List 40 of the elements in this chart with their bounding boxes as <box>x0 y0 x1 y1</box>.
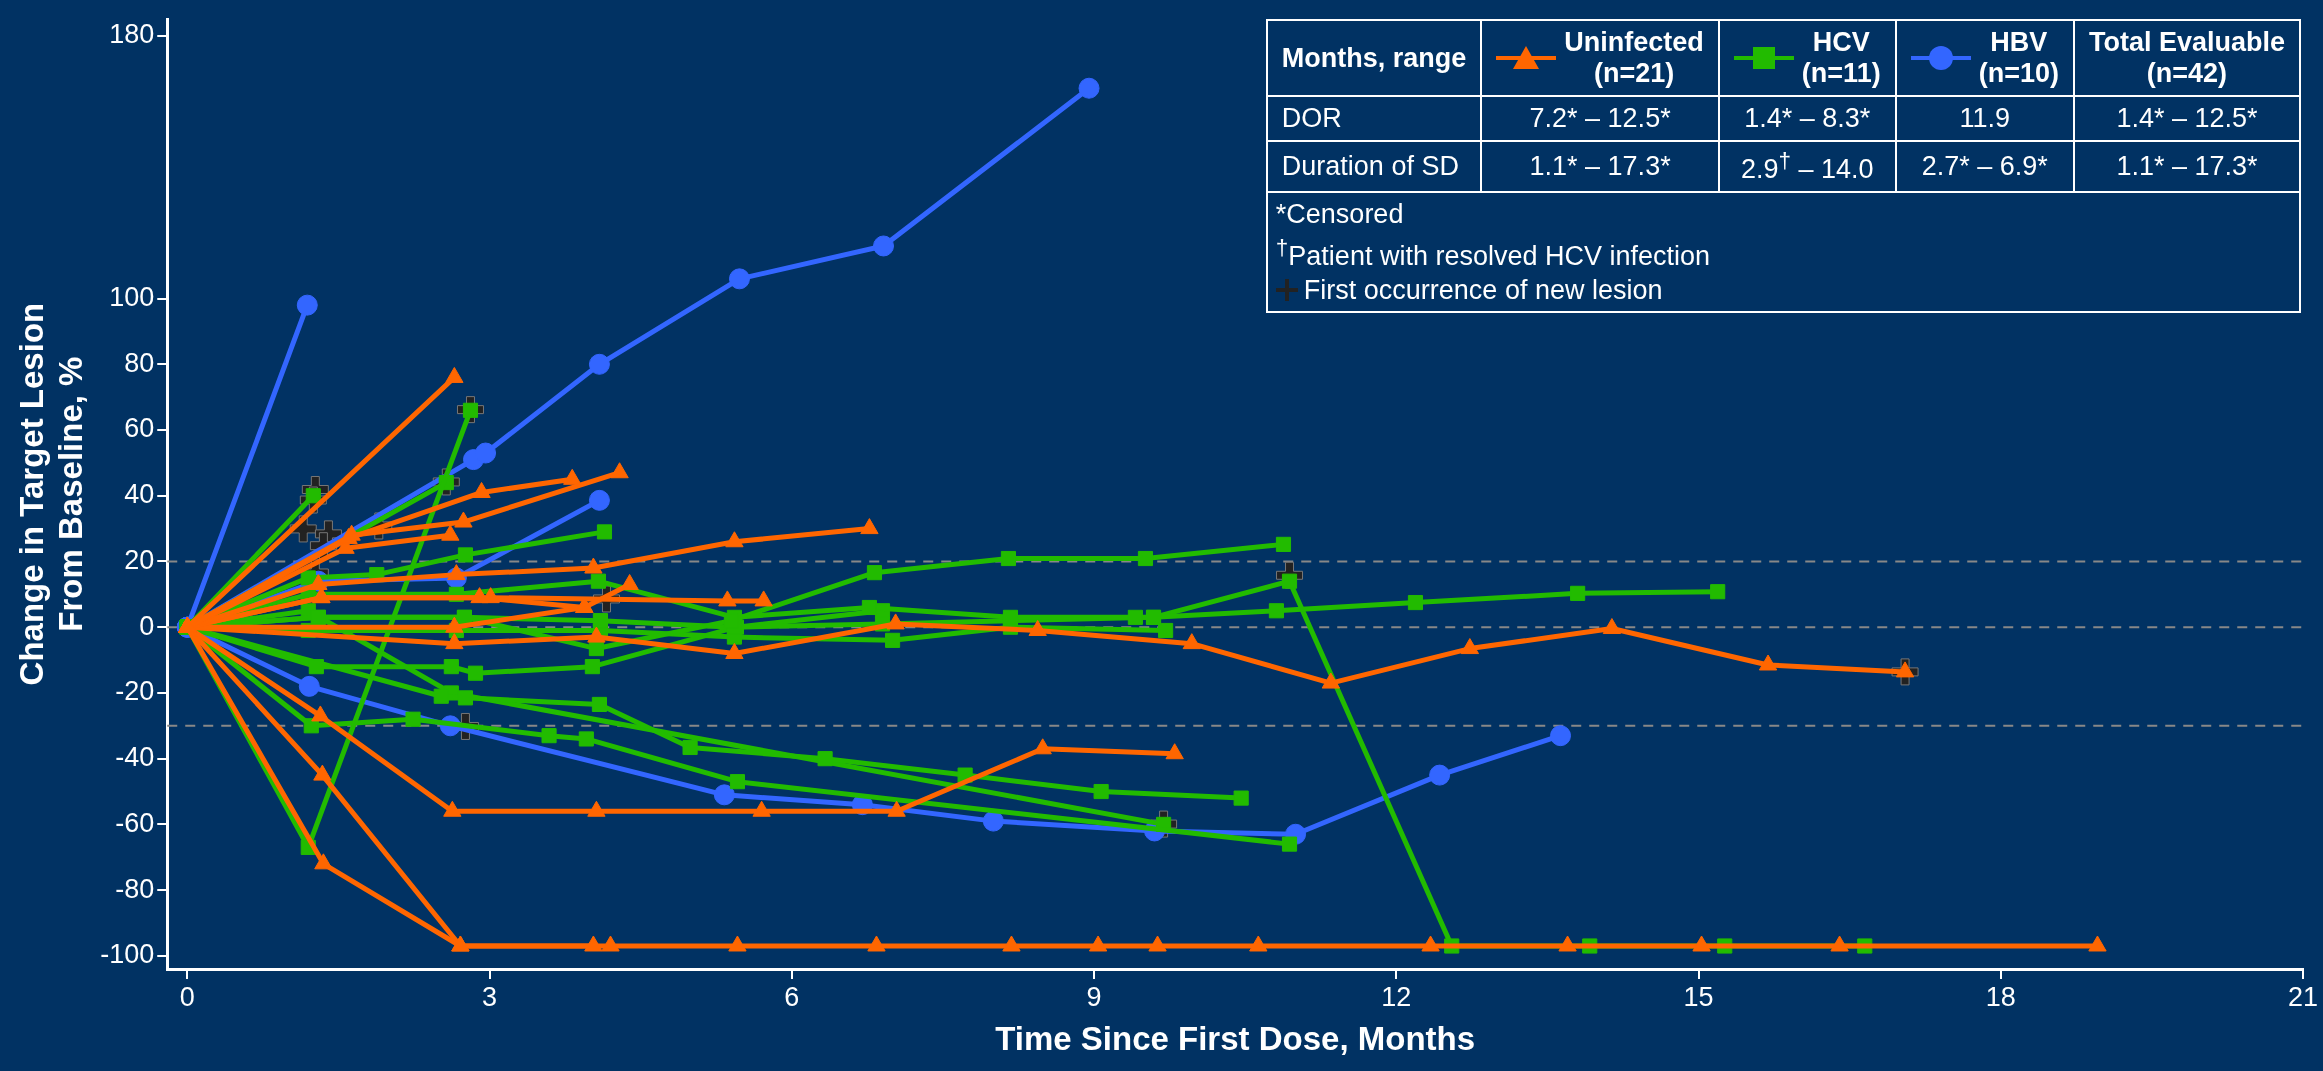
x-tick-label: 0 <box>179 981 195 1012</box>
y-tick-label: -80 <box>115 873 155 904</box>
legend-label: HBV (n=10) <box>1978 27 2059 90</box>
y-tick-label: -20 <box>115 676 155 707</box>
y-tick-label: -40 <box>115 742 155 773</box>
annotation: Total Evaluable (n=42) <box>2073 20 2300 97</box>
y-tick-label: 20 <box>124 544 155 575</box>
annotation: 11.9 <box>1895 96 2074 142</box>
x-tick-label: 9 <box>1086 981 1102 1012</box>
y-tick-label: 180 <box>109 19 155 50</box>
legend-label: HCV (n=11) <box>1801 27 1881 90</box>
annotation: Duration of SD <box>1266 141 1482 193</box>
legend-label: First occurrence of new lesion <box>1303 274 1663 308</box>
annotation: $^{†}$Patient with resolved HCV infection <box>1275 234 1712 274</box>
x-tick-label: 3 <box>482 981 498 1012</box>
annotation: 1.4* – 8.3* <box>1718 96 1896 142</box>
annotation: *Censored <box>1275 198 1405 232</box>
y-tick-label: 40 <box>124 479 155 510</box>
y-tick-label: 100 <box>109 282 155 313</box>
annotation: Months, range <box>1266 20 1482 97</box>
x-axis-title: Time Since First Dose, Months <box>995 1020 1476 1058</box>
x-tick-label: 6 <box>784 981 800 1012</box>
annotation: DOR <box>1266 96 1482 142</box>
y-tick-label: 60 <box>124 413 155 444</box>
y-tick-label: -100 <box>100 939 155 970</box>
y-axis-title: Change in Target Lesion From Baseline, % <box>12 302 90 686</box>
x-tick-label: 18 <box>1985 981 2016 1012</box>
x-tick-label: 15 <box>1683 981 1714 1012</box>
legend-label: Uninfected (n=21) <box>1564 27 1704 90</box>
annotation: 2.7* – 6.9* <box>1895 141 2074 193</box>
y-tick-label: -60 <box>115 807 155 838</box>
annotation: 1.1* – 17.3* <box>2073 141 2300 193</box>
annotation: 1.4* – 12.5* <box>2073 96 2300 142</box>
y-tick-label: 80 <box>124 347 155 378</box>
annotation: 2.9$^{†}$ – 14.0 <box>1718 141 1896 193</box>
annotation: 1.1* – 17.3* <box>1481 141 1719 193</box>
x-tick-label: 12 <box>1381 981 1412 1012</box>
y-tick-label: 0 <box>139 610 155 641</box>
x-tick-label: 21 <box>2287 981 2319 1012</box>
annotation: 7.2* – 12.5* <box>1481 96 1719 142</box>
